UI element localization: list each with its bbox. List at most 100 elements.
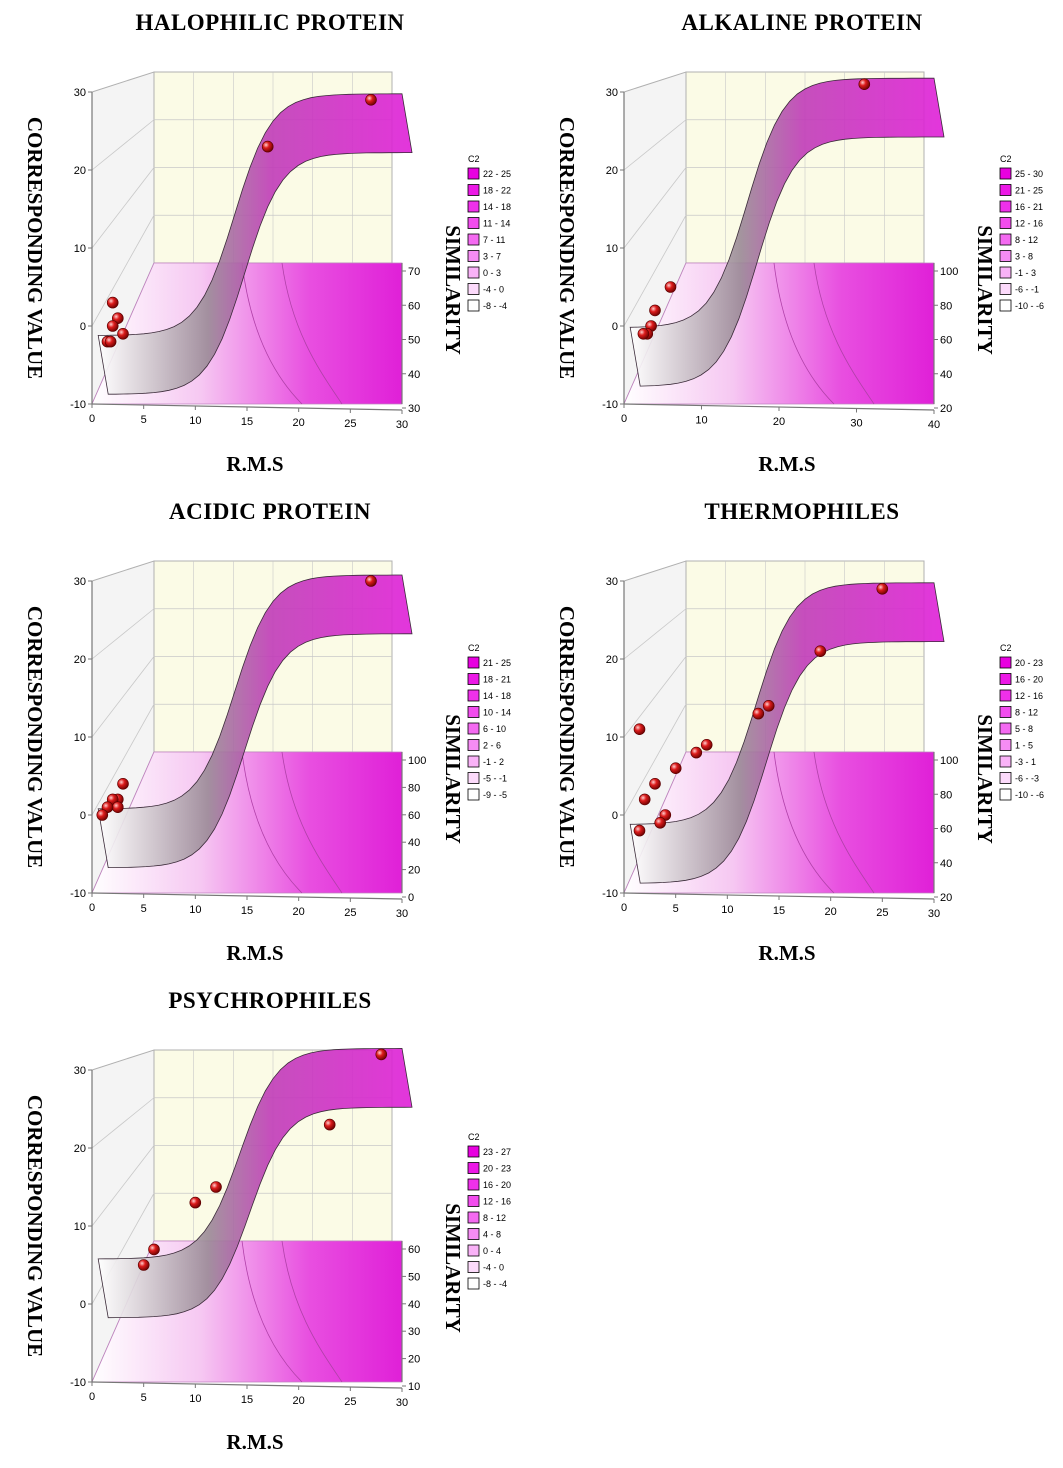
z-tick-label: 60 [408,810,420,822]
data-point [375,1048,388,1061]
data-point [858,78,871,90]
legend-label: 14 - 18 [483,202,511,212]
chart-title: HALOPHILIC PROTEIN [135,10,404,35]
data-point [637,327,650,340]
data-points [137,1048,388,1271]
legend-swatch [467,722,480,735]
legend-title: C2 [468,154,480,164]
legend-swatch [467,299,480,312]
x-axis: 0 5 10 15 20 25 30 [89,403,408,431]
x-tick-label: 10 [189,415,201,427]
legend-swatch [467,1211,480,1224]
x-tick-label: 15 [241,1394,253,1406]
data-point [106,296,119,309]
wall-gridline [623,656,687,738]
legend-swatch [467,772,480,784]
z-tick-label: 20 [408,1354,420,1366]
legend-swatch [999,250,1012,262]
floor-contour-line [281,751,343,894]
y-axis-title: CORRESPONDING VALUE [23,606,47,868]
wall-gridline [91,119,155,171]
legend-label: -5 - -1 [483,774,507,784]
data-point [664,281,677,293]
chart-panel-psychrophiles: PSYCHROPHILES -10 0 10 20 30 0 5 10 15 20 25 30 10 20 3… [0,978,531,1467]
legend-label: 10 - 14 [483,708,511,718]
x-tick-label: 20 [293,906,305,918]
y-axis-title: CORRESPONDING VALUE [23,1095,47,1357]
legend-title: C2 [468,1132,480,1142]
x-tick-label: 10 [189,904,201,916]
y-axis: -10 0 10 20 30 [70,1065,93,1389]
x-tick-label: 30 [396,419,408,431]
z-tick-label: 40 [408,1299,420,1311]
y-tick-label: 0 [80,321,86,333]
y-tick-label: 10 [606,732,618,744]
z-tick-label: 40 [940,369,952,381]
y-tick-label: 0 [80,810,86,822]
surface-mesh [97,574,413,868]
z-tick-label: 80 [408,782,420,794]
y-tick-label: 20 [606,165,618,177]
data-point [365,94,377,106]
x-tick-label: 0 [621,413,627,425]
x-tick-label: 15 [773,905,785,917]
data-point [323,1118,336,1131]
legend-swatch [467,200,480,213]
chart-panel-acidic: ACIDIC PROTEIN -10 0 10 20 30 0 5 10 15 20 25 30 0 20 4… [0,489,531,978]
legend-swatch [467,283,480,295]
legend-label: 4 - 8 [483,1230,501,1240]
data-point [649,777,661,790]
floor-contour-line [773,751,835,894]
x-tick-label: 5 [673,903,679,915]
data-point [638,793,651,806]
legend-label: -10 - -6 [1015,790,1044,800]
legend-swatch [999,706,1012,718]
legend-swatch [467,1195,480,1207]
z-tick-label: 10 [408,1381,420,1393]
z-axis: 10 20 30 40 50 60 [401,1241,420,1393]
z-tick-label: 80 [940,789,952,801]
wall-gridline [91,608,155,660]
z-tick-label: 40 [940,858,952,870]
wall-gridline [91,704,155,816]
legend-swatch [999,722,1012,735]
x-tick-label: 25 [344,907,356,919]
data-point [117,777,129,790]
data-points [633,583,889,837]
legend-title: C2 [468,643,480,653]
z-tick-label: 20 [940,892,952,904]
legend-label: -10 - -6 [1015,301,1044,311]
floor-contour-line [241,1240,303,1383]
y-tick-label: 30 [74,1065,86,1077]
data-point [814,645,827,657]
legend-label: 8 - 12 [1015,708,1038,718]
legend-label: 16 - 21 [1015,202,1043,212]
x-tick-label: 30 [928,908,940,920]
y-tick-label: 20 [606,654,618,666]
z-tick-label: 100 [408,755,426,767]
legend-swatch [467,1178,480,1191]
data-points [637,78,871,340]
chart-title: ACIDIC PROTEIN [169,499,371,524]
legend-swatch [999,299,1012,312]
chart-title: PSYCHROPHILES [168,988,371,1013]
wall-gridline [623,167,687,249]
legend-label: 3 - 8 [1015,252,1033,262]
x-tick-label: 40 [928,419,940,431]
legend-swatch [467,1228,480,1240]
legend-swatch [999,772,1012,784]
z-axis-title: SIMILARITY [973,714,997,844]
z-tick-label: 50 [408,335,420,347]
z-tick-label: 0 [408,892,414,904]
wall-gridline [623,215,687,327]
legend-swatch [467,739,480,751]
legend-swatch [999,184,1012,196]
x-tick-label: 20 [825,906,837,918]
x-tick-label: 30 [396,1397,408,1409]
legend-label: -1 - 3 [1015,268,1036,278]
z-tick-label: 100 [940,266,958,278]
legend-swatch [467,1162,480,1174]
data-point [106,320,119,332]
